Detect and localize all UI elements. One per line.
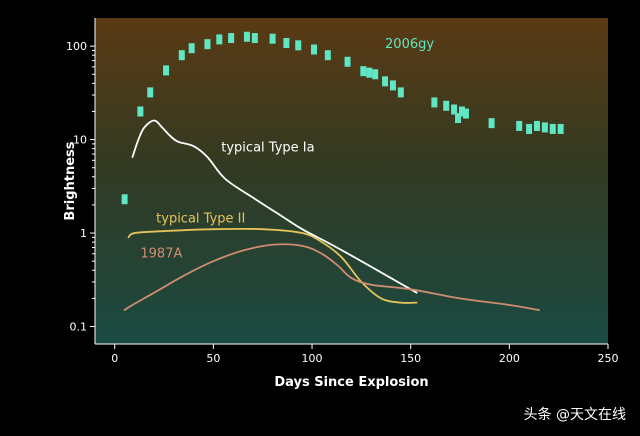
data-point-2006gy bbox=[488, 118, 495, 129]
data-point-2006gy bbox=[163, 65, 170, 76]
series-line-typical-type-ii bbox=[127, 227, 418, 304]
data-point-2006gy bbox=[295, 40, 302, 51]
data-point-2006gy bbox=[516, 120, 523, 131]
data-point-2006gy bbox=[458, 106, 465, 117]
data-point-2006gy bbox=[283, 38, 290, 49]
data-point-2006gy bbox=[443, 100, 450, 111]
data-point-2006gy bbox=[137, 106, 144, 117]
x-tick-label: 50 bbox=[206, 352, 220, 365]
data-point-2006gy bbox=[549, 123, 556, 134]
data-point-2006gy bbox=[526, 123, 533, 134]
data-point-2006gy bbox=[462, 108, 469, 119]
data-point-2006gy bbox=[243, 31, 250, 42]
data-point-2006gy bbox=[431, 97, 438, 108]
watermark: 头条 @天文在线 bbox=[523, 407, 626, 423]
data-point-2006gy bbox=[269, 33, 276, 44]
data-point-2006gy bbox=[366, 67, 373, 78]
plot-panel bbox=[95, 18, 608, 344]
y-tick-label: 1 bbox=[80, 227, 87, 240]
data-point-2006gy bbox=[541, 122, 548, 133]
data-point-2006gy bbox=[344, 56, 351, 67]
series-label-typical-type-ii: typical Type II bbox=[156, 211, 245, 226]
data-point-2006gy bbox=[147, 87, 154, 98]
data-point-2006gy bbox=[251, 33, 258, 44]
series-label-2006gy: 2006gy bbox=[385, 37, 434, 52]
data-point-2006gy bbox=[382, 76, 389, 87]
data-point-2006gy bbox=[372, 69, 379, 80]
data-point-2006gy bbox=[188, 43, 195, 54]
data-point-2006gy bbox=[455, 113, 462, 124]
data-point-2006gy bbox=[228, 33, 235, 44]
y-tick-label: 100 bbox=[66, 40, 87, 53]
y-tick-label: 0.1 bbox=[70, 321, 88, 334]
data-point-2006gy bbox=[451, 104, 458, 115]
series-label-1987a: 1987A bbox=[140, 246, 182, 261]
x-tick-label: 250 bbox=[598, 352, 619, 365]
x-tick-label: 0 bbox=[111, 352, 118, 365]
data-point-2006gy bbox=[360, 66, 367, 77]
x-axis-title: Days Since Explosion bbox=[274, 375, 428, 390]
data-point-2006gy bbox=[533, 120, 540, 131]
data-point-2006gy bbox=[397, 87, 404, 98]
data-point-2006gy bbox=[121, 194, 128, 205]
data-point-2006gy bbox=[178, 50, 185, 61]
x-tick-label: 100 bbox=[302, 352, 323, 365]
series-line-1987a bbox=[123, 243, 540, 311]
series-line-typical-type-ia bbox=[131, 119, 418, 294]
y-axis-title: Brightness bbox=[63, 141, 78, 220]
data-point-2006gy bbox=[389, 80, 396, 91]
data-point-2006gy bbox=[324, 50, 331, 61]
series-label-typical-type-ia: typical Type Ia bbox=[221, 140, 314, 155]
data-point-2006gy bbox=[216, 34, 223, 45]
y-tick-label: 10 bbox=[73, 134, 87, 147]
data-point-2006gy bbox=[557, 123, 564, 134]
data-point-2006gy bbox=[204, 39, 211, 50]
x-tick-label: 200 bbox=[499, 352, 520, 365]
x-tick-label: 150 bbox=[400, 352, 421, 365]
data-point-2006gy bbox=[311, 44, 318, 55]
